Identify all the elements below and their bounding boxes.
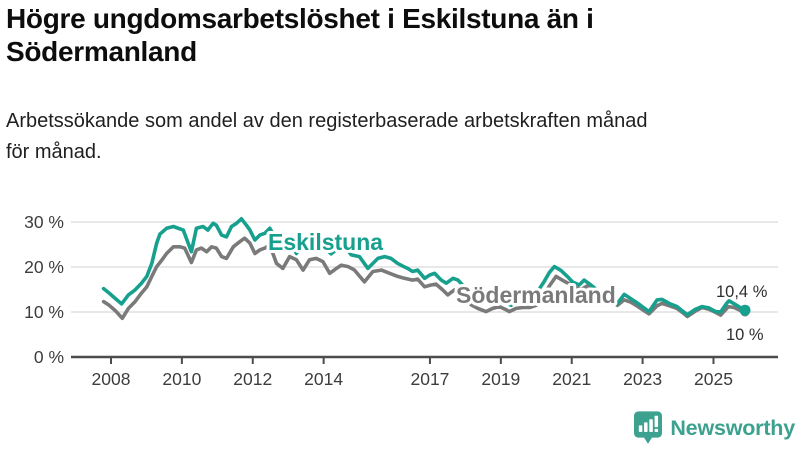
series-line-Södermanland xyxy=(101,236,747,321)
logo-bar-2 xyxy=(644,422,648,432)
x-axis-label: 2023 xyxy=(623,369,662,389)
line-chart: 30 % 20 % 10 % 0 % 2008 2010 2012 2014 2017 2019 2… xyxy=(24,212,778,389)
logo-exclamation-bar xyxy=(654,415,659,428)
x-axis-label: 2012 xyxy=(233,369,272,389)
logo-exclamation-dot xyxy=(654,428,659,432)
y-axis-label: 10 % xyxy=(24,302,64,322)
x-axis-label: 2021 xyxy=(552,369,591,389)
y-axis-label: 20 % xyxy=(24,257,64,277)
y-axis-label: 30 % xyxy=(24,212,64,232)
logo-bar-3 xyxy=(649,419,654,432)
x-axis-label: 2017 xyxy=(410,369,449,389)
end-value-label-Södermanland: 10 % xyxy=(726,326,764,344)
x-axis-label: 2008 xyxy=(92,369,131,389)
end-value-label-Eskilstuna: 10,4 % xyxy=(716,283,768,301)
series-label-Eskilstuna: Eskilstuna xyxy=(268,229,383,255)
logo-bar-1 xyxy=(639,425,643,432)
x-axis-label: 2014 xyxy=(304,369,343,389)
series-label-Södermanland: Södermanland xyxy=(456,282,616,308)
page-title-line2: Södermanland xyxy=(6,36,197,68)
page-title-line1: Högre ungdomsarbetslöshet i Eskilstuna ä… xyxy=(6,3,594,34)
x-axis-label: 2019 xyxy=(481,369,520,389)
newsworthy-logo[interactable]: Newsworthy xyxy=(634,408,795,448)
y-axis-label: 0 % xyxy=(34,347,64,367)
newsworthy-logo-text: Newsworthy xyxy=(670,415,795,440)
series-line-Eskilstuna xyxy=(101,217,747,317)
page-title: Högre ungdomsarbetslöshet i Eskilstuna ä… xyxy=(6,2,706,68)
newsworthy-logo-icon xyxy=(634,411,663,444)
x-axis-label: 2010 xyxy=(162,369,201,389)
chart-subtitle: Arbetssökande som andel av den registerb… xyxy=(6,110,648,163)
series-end-dot-Eskilstuna xyxy=(739,304,751,316)
x-axis-label: 2025 xyxy=(694,369,733,389)
